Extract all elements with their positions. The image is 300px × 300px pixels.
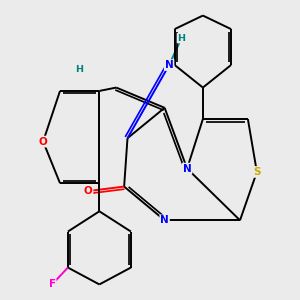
Text: N: N — [165, 60, 173, 70]
Text: S: S — [253, 167, 261, 177]
Text: H: H — [178, 34, 185, 43]
Text: H: H — [75, 65, 83, 74]
Text: O: O — [84, 186, 92, 196]
Text: F: F — [49, 279, 56, 290]
Text: O: O — [39, 136, 47, 147]
Text: N: N — [160, 215, 169, 225]
Text: N: N — [183, 164, 191, 174]
